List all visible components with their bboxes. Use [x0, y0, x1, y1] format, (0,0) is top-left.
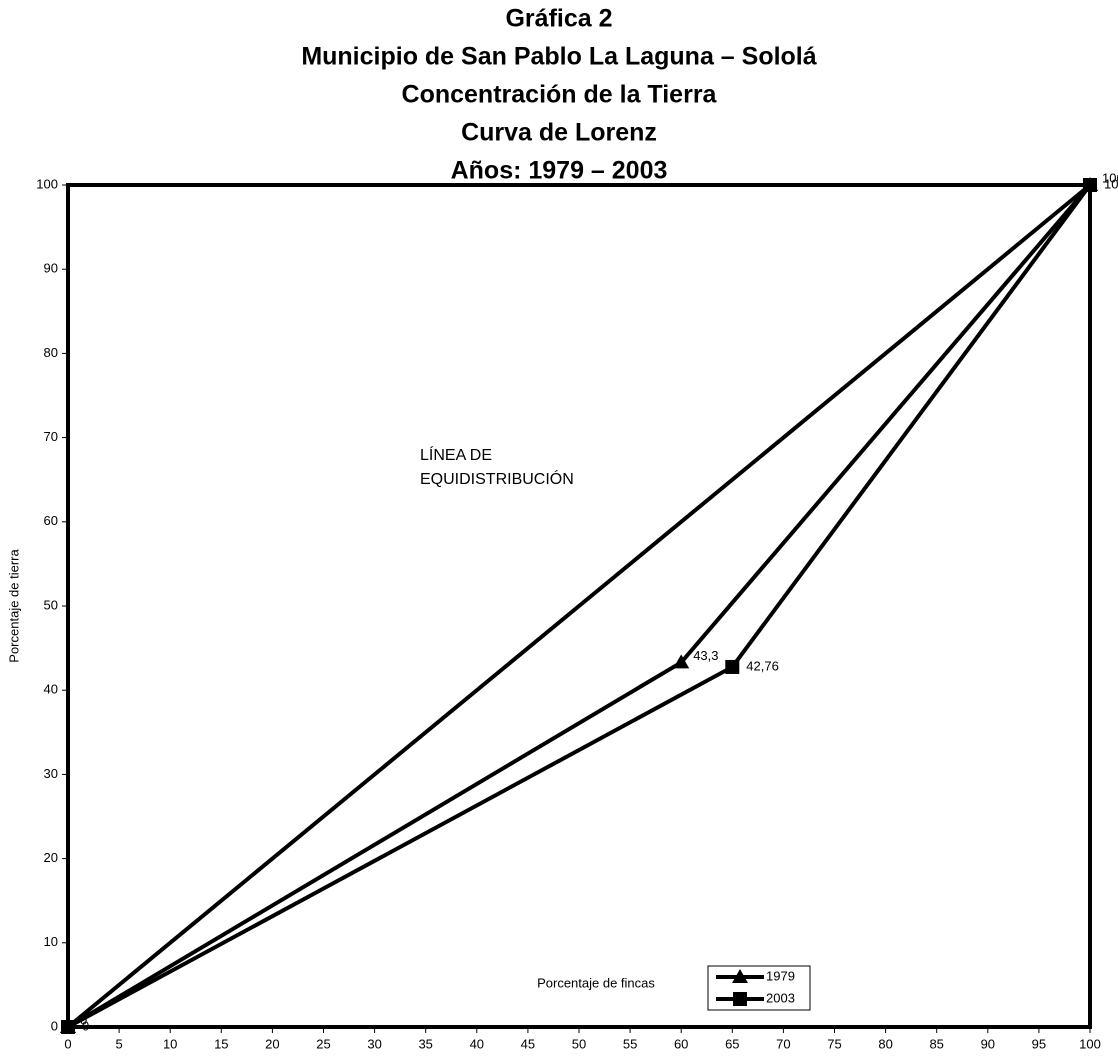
y-axis-label: Porcentaje de tierra	[6, 549, 21, 663]
x-tick-label: 95	[1032, 1036, 1046, 1051]
y-tick-label: 0	[51, 1018, 58, 1033]
legend-label: 2003	[766, 990, 795, 1005]
marker	[733, 992, 747, 1006]
y-tick-label: 10	[44, 934, 58, 949]
marker	[1083, 178, 1097, 192]
y-tick-label: 20	[44, 850, 58, 865]
x-tick-label: 30	[367, 1036, 381, 1051]
y-tick-label: 60	[44, 513, 58, 528]
x-axis-label: Porcentaje de fincas	[537, 975, 655, 990]
x-tick-label: 25	[316, 1036, 330, 1051]
marker	[673, 654, 690, 669]
annotation: LÍNEA DE	[420, 445, 492, 464]
x-tick-label: 65	[725, 1036, 739, 1051]
chart-title: Curva de Lorenz	[461, 119, 657, 147]
x-tick-label: 45	[521, 1036, 535, 1051]
x-tick-label: 15	[214, 1036, 228, 1051]
x-tick-label: 40	[470, 1036, 484, 1051]
marker	[732, 969, 748, 983]
chart-title: Concentración de la Tierra	[402, 81, 718, 109]
chart-title: Años: 1979 – 2003	[451, 157, 668, 185]
legend-label: 1979	[766, 968, 795, 983]
equidistribution-line	[66, 183, 1092, 1029]
marker	[725, 659, 740, 674]
x-tick-label: 75	[827, 1036, 841, 1051]
y-tick-label: 50	[44, 597, 58, 612]
y-tick-label: 90	[44, 261, 58, 276]
annotation: EQUIDISTRIBUCIÓN	[420, 469, 574, 488]
data-label: 42,76	[746, 658, 779, 673]
x-tick-label: 35	[418, 1036, 432, 1051]
x-tick-label: 50	[572, 1036, 586, 1051]
x-tick-label: 5	[115, 1036, 122, 1051]
data-label: 100	[1104, 176, 1118, 191]
x-tick-label: 70	[776, 1036, 790, 1051]
legend	[707, 965, 811, 1011]
x-tick-label: 80	[878, 1036, 892, 1051]
x-tick-label: 0	[64, 1036, 71, 1051]
marker	[61, 1020, 75, 1034]
data-label: 100	[1102, 170, 1118, 185]
x-tick-label: 85	[929, 1036, 943, 1051]
chart-title: Gráfica 2	[505, 5, 612, 33]
x-tick-label: 55	[623, 1036, 637, 1051]
x-tick-label: 90	[981, 1036, 995, 1051]
y-tick-label: 100	[36, 176, 58, 191]
x-tick-label: 10	[163, 1036, 177, 1051]
data-label: 43,3	[693, 648, 718, 663]
x-tick-label: 100	[1079, 1036, 1101, 1051]
y-tick-label: 70	[44, 429, 58, 444]
x-tick-label: 20	[265, 1036, 279, 1051]
y-tick-label: 30	[44, 766, 58, 781]
data-label: 0	[82, 1018, 89, 1033]
y-tick-label: 80	[44, 345, 58, 360]
chart-title: Municipio de San Pablo La Laguna – Solol…	[301, 43, 816, 71]
x-tick-label: 60	[674, 1036, 688, 1051]
y-tick-label: 40	[44, 682, 58, 697]
